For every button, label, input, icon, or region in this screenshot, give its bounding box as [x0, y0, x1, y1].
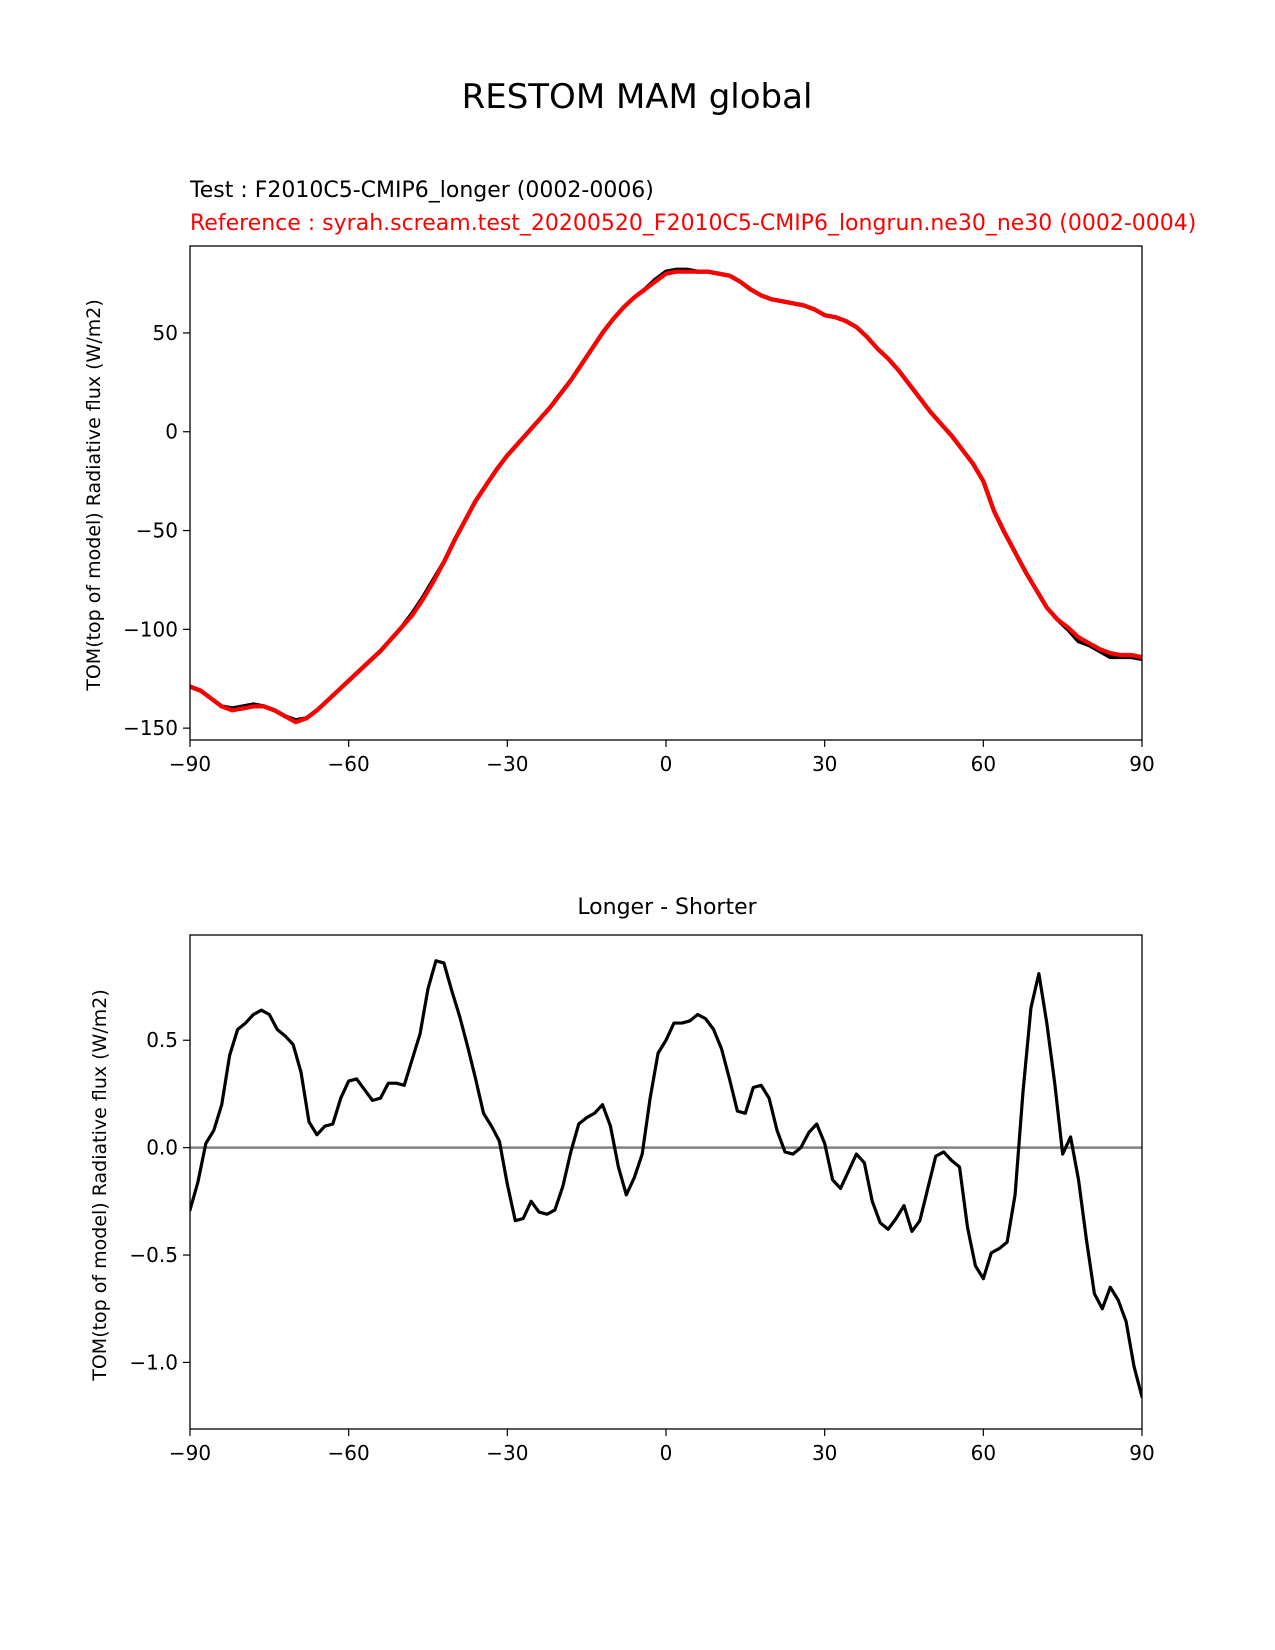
- x-tick-label: −30: [486, 752, 528, 776]
- x-tick-label: 0: [660, 752, 673, 776]
- y-tick-label: 50: [153, 321, 178, 345]
- x-tick-label: 0: [660, 1441, 673, 1465]
- y-tick-label: 0.0: [146, 1136, 178, 1160]
- x-tick-label: 30: [812, 752, 837, 776]
- chart-top-ylabel: TOM(top of model) Radiative flux (W/m2): [83, 299, 105, 692]
- x-tick-label: 90: [1129, 1441, 1154, 1465]
- chart-top-title-reference: Reference : syrah.scream.test_20200520_F…: [190, 211, 1196, 236]
- x-tick-label: −60: [328, 752, 370, 776]
- y-tick-label: −1.0: [129, 1350, 178, 1374]
- x-tick-label: 30: [812, 1441, 837, 1465]
- series-line-test: [190, 267, 1142, 723]
- x-tick-label: −90: [169, 1441, 211, 1465]
- y-tick-label: −0.5: [129, 1243, 178, 1267]
- plot-frame: [189, 934, 1143, 1430]
- x-tick-label: 60: [971, 1441, 996, 1465]
- x-tick-label: 90: [1129, 752, 1154, 776]
- y-tick-label: 0: [165, 420, 178, 444]
- y-tick-label: 0.5: [146, 1028, 178, 1052]
- chart-top-title-test: Test : F2010C5-CMIP6_longer (0002-0006): [189, 178, 654, 203]
- y-tick-label: −150: [123, 716, 178, 740]
- series-line-reference: [190, 269, 1142, 725]
- series-line-longer-shorter: [190, 959, 1142, 1399]
- chart-bottom-title: Longer - Shorter: [577, 895, 757, 920]
- figure-suptitle: RESTOM MAM global: [462, 77, 813, 117]
- x-tick-label: −90: [169, 752, 211, 776]
- y-tick-label: −100: [123, 617, 178, 641]
- y-tick-label: −50: [136, 519, 178, 543]
- x-tick-label: −30: [486, 1441, 528, 1465]
- x-tick-label: 60: [971, 752, 996, 776]
- chart-top: Test : F2010C5-CMIP6_longer (0002-0006) …: [83, 178, 1196, 776]
- chart-bottom-ylabel: TOM(top of model) Radiative flux (W/m2): [89, 989, 111, 1382]
- chart-bottom: Longer - Shorter TOM(top of model) Radia…: [89, 895, 1155, 1465]
- x-tick-label: −60: [328, 1441, 370, 1465]
- plot-frame: [189, 245, 1143, 741]
